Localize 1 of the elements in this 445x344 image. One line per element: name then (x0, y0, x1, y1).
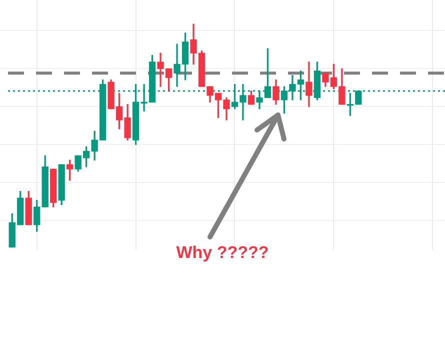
annotation: Why ????? (175, 243, 270, 263)
